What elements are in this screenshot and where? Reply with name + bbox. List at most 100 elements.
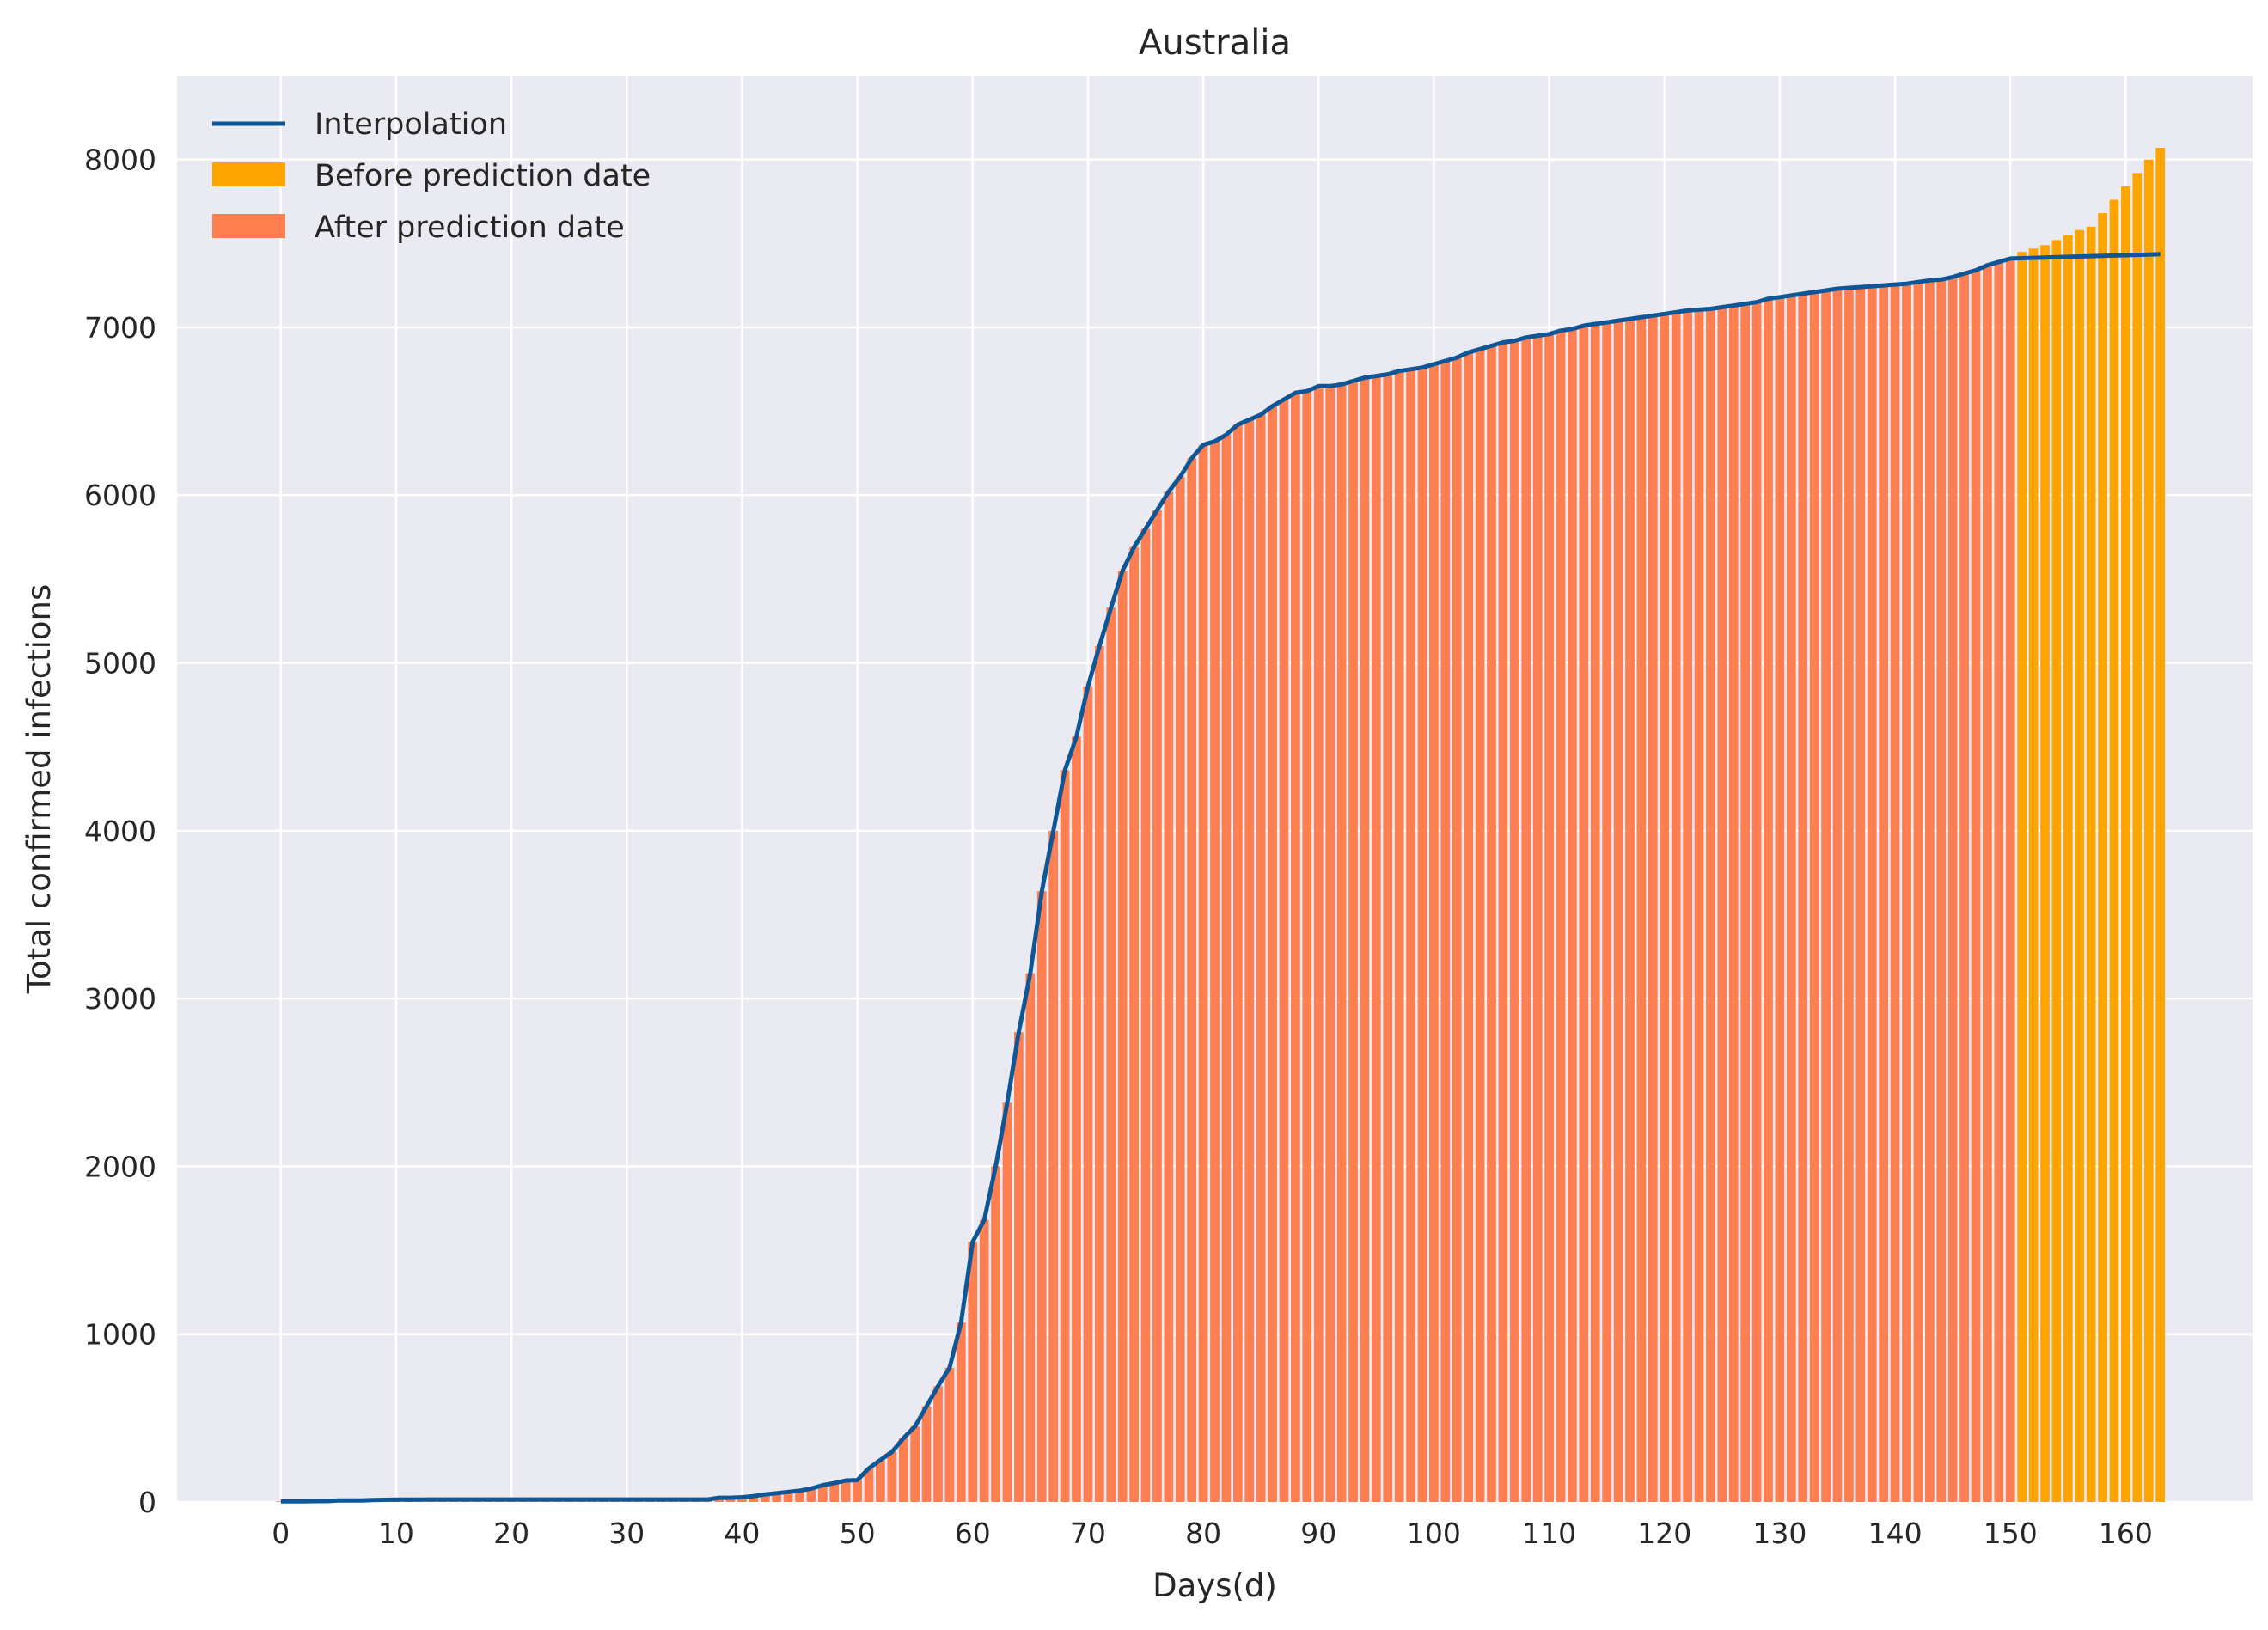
bar-after-prediction	[1060, 770, 1070, 1502]
bar-after-prediction	[1394, 370, 1404, 1502]
bar-before-prediction	[2028, 248, 2039, 1502]
bar-after-prediction	[933, 1386, 943, 1502]
bar-after-prediction	[1036, 891, 1047, 1502]
bar-after-prediction	[1244, 419, 1255, 1503]
bar-after-prediction	[1532, 335, 1543, 1503]
y-tick-label: 6000	[84, 479, 156, 512]
x-tick-label: 160	[2099, 1517, 2153, 1550]
bar-after-prediction	[1094, 646, 1104, 1502]
bar-after-prediction	[1140, 528, 1151, 1502]
x-axis-label: Days(d)	[1152, 1567, 1277, 1604]
bar-after-prediction	[1809, 291, 1819, 1502]
bar-after-prediction	[979, 1219, 989, 1502]
y-axis-label: Total confirmed infections	[21, 584, 58, 995]
bar-after-prediction	[1256, 414, 1266, 1502]
bar-before-prediction	[2086, 226, 2096, 1503]
y-tick-label: 7000	[84, 311, 156, 345]
bar-after-prediction	[1613, 321, 1623, 1503]
bar-after-prediction	[1983, 265, 1992, 1502]
x-tick-label: 70	[1070, 1517, 1106, 1550]
bar-after-prediction	[760, 1494, 770, 1502]
bar-after-prediction	[1728, 305, 1739, 1502]
x-tick-label: 20	[493, 1517, 529, 1550]
bar-after-prediction	[1717, 307, 1727, 1503]
bar-after-prediction	[1325, 386, 1336, 1502]
bar-after-prediction	[876, 1460, 885, 1502]
bar-after-prediction	[1832, 289, 1843, 1502]
bar-after-prediction	[991, 1166, 1000, 1502]
bar-after-prediction	[921, 1406, 932, 1502]
y-tick-label: 1000	[84, 1318, 156, 1352]
bar-after-prediction	[1855, 287, 1866, 1503]
y-tick-label: 4000	[84, 815, 156, 848]
bar-after-prediction	[1879, 285, 1889, 1502]
bar-after-prediction	[1106, 607, 1116, 1503]
bar-after-prediction	[864, 1468, 874, 1502]
x-axis-ticks: 0 10 20 30 40 50 60 70 80 90 100 110 120 130 140 150 160	[272, 1517, 2153, 1550]
bar-after-prediction	[1014, 1032, 1024, 1502]
bar-after-prediction	[1660, 314, 1670, 1503]
bar-after-prediction	[1475, 349, 1485, 1503]
bar-before-prediction	[2017, 252, 2027, 1502]
bar-after-prediction	[956, 1322, 966, 1502]
bar-after-prediction	[1383, 374, 1393, 1502]
y-tick-label: 8000	[84, 143, 156, 177]
bar-after-prediction	[910, 1426, 920, 1502]
bar-after-prediction	[1268, 406, 1277, 1503]
bar-after-prediction	[1751, 302, 1762, 1502]
bar-before-prediction	[2143, 159, 2154, 1502]
bar-after-prediction	[1336, 384, 1347, 1502]
bar-after-prediction	[1429, 363, 1439, 1502]
legend-after-prediction-swatch	[212, 214, 285, 238]
bar-after-prediction	[1164, 491, 1174, 1503]
legend-after-prediction-label: After prediction date	[315, 211, 625, 245]
bar-after-prediction	[1947, 277, 1958, 1503]
bar-after-prediction	[1452, 357, 1462, 1502]
bar-after-prediction	[1221, 434, 1232, 1502]
bar-after-prediction	[887, 1451, 897, 1502]
bar-after-prediction	[1360, 377, 1370, 1502]
bar-after-prediction	[1544, 333, 1554, 1502]
bar-after-prediction	[749, 1496, 759, 1502]
y-tick-label: 3000	[84, 982, 156, 1016]
bar-before-prediction	[2109, 199, 2119, 1502]
x-tick-label: 140	[1868, 1517, 1923, 1550]
bar-after-prediction	[1509, 340, 1519, 1502]
bar-after-prediction	[1072, 736, 1081, 1502]
y-tick-label: 0	[138, 1486, 156, 1519]
bar-after-prediction	[841, 1480, 851, 1502]
bar-after-prediction	[1706, 308, 1715, 1502]
bar-after-prediction	[1302, 391, 1312, 1502]
bar-after-prediction	[1590, 324, 1600, 1503]
bar-after-prediction	[1890, 284, 1900, 1503]
bar-after-prediction	[1786, 295, 1796, 1502]
bar-after-prediction	[1291, 393, 1300, 1502]
bar-after-prediction	[1648, 315, 1658, 1502]
x-tick-label: 110	[1522, 1517, 1576, 1550]
y-tick-label: 5000	[84, 647, 156, 681]
bar-after-prediction	[1348, 381, 1358, 1502]
bar-after-prediction	[1821, 290, 1831, 1503]
bar-after-prediction	[1959, 273, 1969, 1503]
bar-after-prediction	[1083, 686, 1093, 1502]
chart-title: Australia	[1139, 23, 1291, 63]
x-tick-label: 30	[608, 1517, 645, 1550]
y-axis-ticks: 0 1000 2000 3000 4000 5000 6000 7000 8000	[84, 143, 156, 1519]
bar-after-prediction	[276, 1501, 286, 1502]
bars	[276, 147, 2166, 1503]
x-tick-label: 100	[1407, 1517, 1461, 1550]
bar-after-prediction	[944, 1367, 955, 1502]
legend-interpolation-label: Interpolation	[315, 107, 507, 142]
bar-after-prediction	[1313, 386, 1324, 1502]
bar-after-prediction	[1025, 973, 1036, 1502]
bar-after-prediction	[853, 1480, 862, 1502]
bar-after-prediction	[795, 1490, 804, 1502]
bar-after-prediction	[1671, 312, 1681, 1502]
bar-after-prediction	[806, 1488, 816, 1502]
x-tick-label: 50	[840, 1517, 876, 1550]
bar-after-prediction	[1694, 309, 1704, 1502]
x-tick-label: 80	[1185, 1517, 1221, 1550]
bar-after-prediction	[1198, 444, 1208, 1503]
bar-after-prediction	[1210, 441, 1220, 1502]
